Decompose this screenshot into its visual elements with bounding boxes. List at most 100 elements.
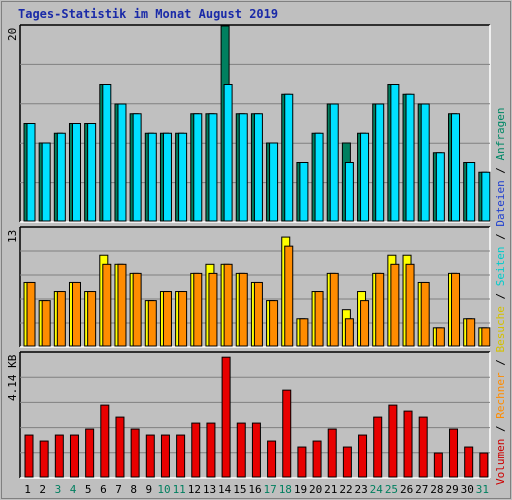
x-tick-label: 27	[415, 483, 429, 496]
x-tick-label: 31	[475, 483, 490, 496]
volumen-bar	[160, 434, 170, 478]
x-tick-label: 9	[145, 483, 153, 496]
volumen-bar	[479, 452, 489, 478]
legend-separator: /	[494, 226, 507, 247]
rechner-bar	[390, 263, 400, 347]
rechner-bar	[223, 263, 233, 347]
rechner-bar	[87, 291, 97, 347]
volumen-bar	[176, 434, 186, 478]
volumen-bar	[54, 434, 64, 478]
seiten-bar	[87, 123, 97, 222]
x-tick-label: 16	[248, 483, 262, 496]
chart-title: Tages-Statistik im Monat August 2019	[18, 7, 279, 21]
rechner-bar	[253, 281, 263, 347]
x-tick-label: 26	[399, 483, 414, 496]
volumen-bar	[85, 428, 95, 478]
x-tick-label: 4	[69, 483, 77, 496]
seiten-bar	[344, 162, 354, 222]
volumen-bar	[267, 440, 277, 478]
volumen-bar	[206, 422, 216, 478]
volumen-bar	[100, 404, 110, 478]
legend-separator: /	[494, 352, 507, 373]
rechner-bar	[178, 291, 188, 347]
rechner-bar	[481, 327, 491, 347]
volumen-bar	[282, 389, 292, 478]
legend-besuche: Besuche	[494, 306, 507, 353]
rechner-bar	[375, 272, 385, 347]
seiten-bar	[284, 93, 294, 222]
x-tick-label: 24	[369, 483, 383, 496]
legend-anfragen: Anfragen	[494, 107, 507, 161]
seiten-bar	[178, 132, 188, 222]
top-panel-ymax-label: 20	[6, 28, 19, 42]
volumen-bar	[191, 422, 201, 478]
volumen-bar	[418, 416, 428, 478]
x-tick-label: 25	[384, 483, 399, 496]
seiten-bar	[253, 113, 263, 222]
rechner-bar	[117, 263, 127, 347]
x-tick-label: 28	[430, 483, 444, 496]
volumen-bar	[449, 428, 459, 478]
seiten-bar	[390, 84, 400, 222]
rechner-bar	[314, 291, 324, 347]
legend-separator: /	[494, 286, 507, 307]
seiten-bar	[481, 171, 491, 222]
seiten-bar	[314, 132, 324, 222]
rechner-bar	[238, 272, 248, 347]
seiten-bar	[56, 132, 66, 222]
rechner-bar	[208, 272, 218, 347]
x-tick-label: 19	[293, 483, 308, 496]
seiten-bar	[451, 113, 461, 222]
x-tick-label: 21	[324, 483, 338, 496]
rechner-bar	[102, 263, 112, 347]
x-tick-label: 1	[24, 483, 31, 496]
volumen-bar	[236, 422, 246, 478]
rechner-bar	[269, 300, 279, 347]
volumen-bar	[145, 434, 155, 478]
seiten-bar	[435, 152, 445, 222]
volumen-bar	[327, 428, 337, 478]
seiten-bar	[162, 132, 172, 222]
seiten-bar	[102, 84, 112, 222]
seiten-bar	[238, 113, 248, 222]
legend-rechner: Rechner	[494, 372, 507, 419]
rechner-bar	[193, 272, 203, 347]
x-tick-label: 12	[187, 483, 201, 496]
legend-separator: /	[494, 160, 507, 181]
rechner-bar	[420, 281, 430, 347]
rechner-bar	[329, 272, 339, 347]
seiten-bar	[329, 103, 339, 222]
legend-dateien: Dateien	[494, 180, 507, 227]
seiten-bar	[132, 113, 142, 222]
x-tick-label: 20	[309, 483, 323, 496]
volumen-bar	[312, 440, 322, 478]
volumen-bar	[69, 434, 79, 478]
x-tick-label: 17	[263, 483, 277, 496]
x-tick-label: 11	[172, 483, 186, 496]
volumen-bar	[115, 416, 125, 478]
x-tick-label: 22	[339, 483, 353, 496]
volumen-bar	[464, 446, 474, 478]
rechner-bar	[41, 300, 51, 347]
volumen-bar	[433, 452, 443, 478]
x-tick-label: 5	[84, 483, 92, 496]
volumen-bar	[24, 434, 34, 478]
chart-legend: Volumen / Rechner / Besuche / Seiten / D…	[493, 107, 509, 485]
seiten-bar	[41, 142, 51, 222]
seiten-bar	[269, 142, 279, 222]
volumen-bar	[403, 410, 413, 478]
seiten-bar	[466, 162, 476, 222]
rechner-bar	[162, 291, 172, 347]
x-tick-label: 29	[445, 483, 459, 496]
seiten-bar	[117, 103, 127, 222]
volumen-bar	[130, 428, 140, 478]
x-tick-label: 7	[115, 483, 122, 496]
x-tick-label: 13	[202, 483, 217, 496]
rechner-bar	[284, 245, 294, 347]
x-tick-label: 10	[157, 483, 171, 496]
x-tick-label: 6	[100, 483, 107, 496]
volumen-bar	[251, 422, 261, 478]
